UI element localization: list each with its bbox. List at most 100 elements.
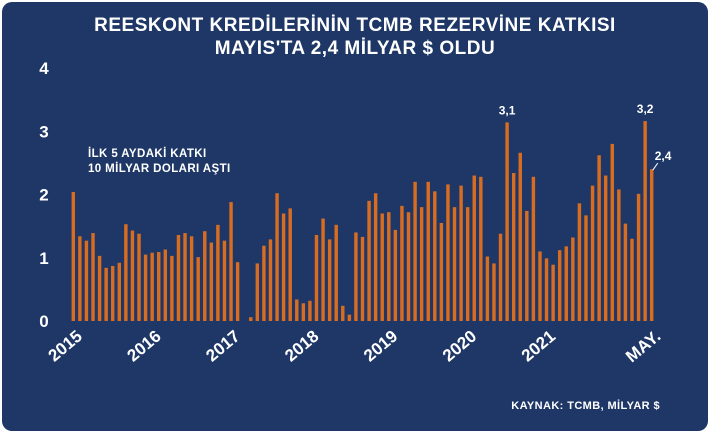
note-line-2: 10 MİLYAR DOLARI AŞTI [88, 163, 231, 175]
bar [124, 224, 128, 321]
bar [216, 224, 220, 321]
bar [433, 191, 437, 321]
bar [571, 237, 575, 321]
bar [643, 121, 647, 321]
bar [196, 257, 200, 321]
bar [268, 239, 273, 321]
bar [597, 155, 601, 321]
bar [498, 233, 503, 321]
bar [479, 176, 483, 321]
x-tick-label: 2015 [45, 327, 86, 366]
x-tick-label: 2020 [439, 327, 480, 366]
bar [439, 222, 444, 321]
bar [327, 239, 332, 321]
bar [295, 299, 299, 321]
bar [393, 229, 398, 321]
bar [538, 251, 542, 321]
bar [157, 252, 161, 321]
bar [387, 212, 391, 321]
annotation-leader [652, 162, 659, 171]
data-label: 3,1 [499, 103, 516, 117]
bar [203, 231, 207, 321]
chart-title-line-1: REESKONT KREDİLERİNİN TCMB REZERVİNE KAT… [94, 15, 616, 36]
bar [367, 200, 371, 321]
bar [104, 267, 108, 321]
x-axis-labels: 2015 2016 2017 2018 2019 2020 2021 MAY. [45, 327, 665, 367]
bar [150, 252, 154, 321]
bar [551, 264, 555, 321]
y-tick-label: 3 [39, 122, 48, 141]
bar [650, 169, 654, 321]
bar [525, 210, 529, 321]
bar [400, 205, 404, 321]
bar [505, 122, 509, 321]
bar [275, 193, 279, 321]
bar [209, 242, 214, 321]
x-tick-label: 2021 [518, 327, 559, 366]
bar [117, 262, 122, 321]
bar [485, 256, 490, 321]
bar [623, 223, 628, 321]
bar [518, 152, 522, 321]
bar [308, 300, 312, 321]
bar [341, 305, 345, 321]
bar [91, 233, 95, 321]
data-label: 3,2 [637, 102, 654, 116]
chart-title-line-2: MAYIS'TA 2,4 MİLYAR $ OLDU [214, 38, 496, 59]
data-label: 2,4 [655, 149, 672, 163]
bar [472, 175, 476, 321]
bar [564, 246, 568, 321]
bar [301, 303, 306, 321]
x-tick-label: 2017 [202, 327, 243, 366]
bar [610, 143, 614, 321]
bar [406, 212, 411, 321]
bar [446, 184, 450, 321]
bar [163, 249, 168, 321]
bar [235, 262, 240, 321]
bar-series [71, 121, 654, 322]
bar [354, 232, 358, 321]
y-axis-ticks: 0 1 2 3 4 [39, 59, 49, 331]
bar [71, 191, 75, 321]
bar [130, 230, 135, 321]
bar [321, 218, 325, 321]
bar [603, 175, 608, 321]
x-tick-label: MAY. [622, 327, 664, 367]
bar [630, 238, 634, 321]
bar [413, 181, 417, 321]
bar [373, 193, 378, 321]
bar [590, 185, 595, 321]
annotations: 3,1 3,2 2,4 [499, 102, 672, 171]
note-line-1: İLK 5 AYDAKİ KATKI [88, 148, 207, 160]
bar [452, 207, 457, 321]
bar [617, 189, 621, 321]
bar [281, 213, 286, 321]
bar [544, 258, 549, 321]
x-tick-label: 2016 [124, 327, 165, 366]
x-tick-label: 2018 [281, 327, 322, 366]
y-tick-label: 4 [39, 59, 49, 78]
bar [183, 233, 187, 321]
bar [360, 236, 365, 321]
bar [78, 236, 82, 321]
bar [426, 181, 430, 321]
bar [111, 265, 115, 321]
x-tick-label: 2019 [360, 327, 401, 366]
bar [380, 213, 384, 321]
bar [189, 236, 194, 321]
source-label: KAYNAK: TCMB, MİLYAR $ [511, 400, 660, 412]
y-tick-label: 2 [39, 186, 48, 205]
y-tick-label: 1 [39, 249, 48, 268]
bar [288, 208, 292, 321]
bar [465, 207, 470, 321]
chart-title: REESKONT KREDİLERİNİN TCMB REZERVİNE KAT… [2, 14, 708, 60]
bar [97, 255, 102, 321]
bar [170, 255, 174, 321]
bar [419, 207, 424, 321]
bar [137, 233, 141, 321]
bar [255, 263, 260, 321]
y-tick-label: 0 [39, 312, 48, 331]
bar [577, 203, 582, 321]
